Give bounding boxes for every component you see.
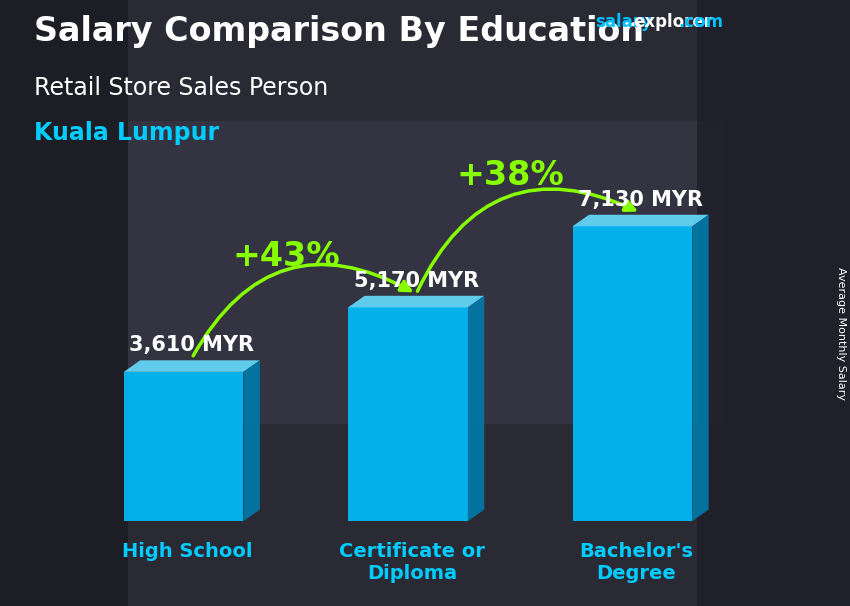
Polygon shape	[468, 296, 484, 521]
Text: High School: High School	[122, 542, 253, 561]
Polygon shape	[243, 361, 260, 521]
Bar	[0, 0, 128, 606]
Polygon shape	[692, 215, 709, 521]
Bar	[128, 121, 722, 424]
Text: 5,170 MYR: 5,170 MYR	[354, 271, 479, 291]
Polygon shape	[573, 215, 709, 226]
Text: Certificate or
Diploma: Certificate or Diploma	[339, 542, 485, 583]
Polygon shape	[348, 307, 468, 521]
Text: Kuala Lumpur: Kuala Lumpur	[34, 121, 219, 145]
Text: +38%: +38%	[456, 159, 564, 192]
Text: Bachelor's
Degree: Bachelor's Degree	[580, 542, 694, 583]
Polygon shape	[348, 296, 484, 307]
Text: +43%: +43%	[232, 240, 340, 273]
Text: 7,130 MYR: 7,130 MYR	[578, 190, 703, 210]
Text: 3,610 MYR: 3,610 MYR	[129, 335, 254, 355]
Text: .com: .com	[678, 13, 723, 32]
Bar	[697, 0, 850, 606]
Text: Salary Comparison By Education: Salary Comparison By Education	[34, 15, 644, 48]
Text: Retail Store Sales Person: Retail Store Sales Person	[34, 76, 328, 100]
Polygon shape	[124, 361, 260, 372]
Polygon shape	[573, 226, 692, 521]
Text: explorer: explorer	[633, 13, 712, 32]
Polygon shape	[124, 372, 243, 521]
Text: Average Monthly Salary: Average Monthly Salary	[836, 267, 846, 400]
Text: salary: salary	[595, 13, 652, 32]
